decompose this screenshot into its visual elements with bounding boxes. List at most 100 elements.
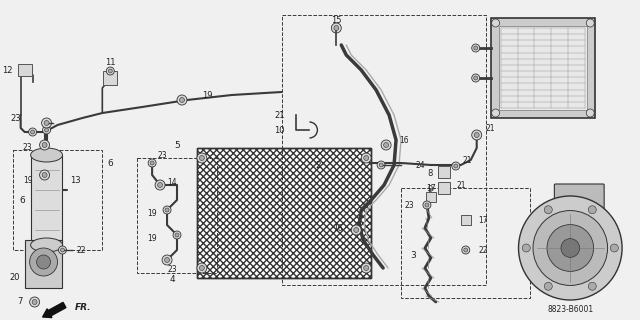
Circle shape <box>354 228 358 233</box>
Text: 6: 6 <box>19 196 25 204</box>
Circle shape <box>474 132 479 138</box>
Circle shape <box>165 208 169 212</box>
Text: 13: 13 <box>70 175 81 185</box>
Text: FR.: FR. <box>74 302 91 311</box>
Circle shape <box>518 196 622 300</box>
Circle shape <box>454 164 458 168</box>
Bar <box>103 71 117 85</box>
Text: 5: 5 <box>174 140 180 149</box>
Circle shape <box>40 170 49 180</box>
Circle shape <box>544 282 552 290</box>
Text: 21: 21 <box>463 156 472 164</box>
Text: 22: 22 <box>76 245 86 254</box>
Circle shape <box>351 225 361 235</box>
Text: 23: 23 <box>23 142 33 151</box>
Bar <box>438 182 450 194</box>
Circle shape <box>547 225 594 271</box>
Bar <box>461 215 471 225</box>
Text: 12: 12 <box>2 66 13 75</box>
Circle shape <box>377 161 385 169</box>
Circle shape <box>464 248 468 252</box>
Text: 10: 10 <box>274 125 285 134</box>
Text: 9: 9 <box>428 185 433 194</box>
Text: 6: 6 <box>108 158 113 167</box>
Circle shape <box>155 180 165 190</box>
Circle shape <box>163 206 171 214</box>
Bar <box>499 26 588 110</box>
Bar <box>282 15 486 285</box>
Text: 22: 22 <box>479 245 488 254</box>
Circle shape <box>474 76 477 80</box>
Circle shape <box>42 142 47 148</box>
Text: 23: 23 <box>167 266 177 275</box>
Circle shape <box>361 153 371 163</box>
Circle shape <box>200 266 204 270</box>
Circle shape <box>45 128 49 132</box>
Text: 21: 21 <box>457 180 467 189</box>
Text: 7: 7 <box>17 298 22 307</box>
Bar <box>438 166 450 178</box>
Circle shape <box>200 156 204 161</box>
Ellipse shape <box>31 238 63 252</box>
Bar <box>426 192 436 202</box>
Circle shape <box>364 156 369 161</box>
Text: 17: 17 <box>426 183 436 193</box>
Text: 19: 19 <box>23 175 33 185</box>
Bar <box>197 148 371 278</box>
Circle shape <box>533 211 607 285</box>
Circle shape <box>162 255 172 265</box>
Circle shape <box>106 67 115 75</box>
Circle shape <box>29 248 58 276</box>
Circle shape <box>164 258 170 262</box>
Circle shape <box>29 128 36 136</box>
Circle shape <box>474 46 477 50</box>
Text: 15: 15 <box>331 15 342 25</box>
Circle shape <box>472 74 480 82</box>
Circle shape <box>588 282 596 290</box>
Text: 16: 16 <box>399 135 409 145</box>
Text: 8823-B6001: 8823-B6001 <box>547 306 593 315</box>
Circle shape <box>31 130 35 134</box>
Text: 1: 1 <box>575 193 581 203</box>
Circle shape <box>361 263 371 273</box>
FancyArrow shape <box>43 302 66 317</box>
Text: 20: 20 <box>9 274 20 283</box>
FancyBboxPatch shape <box>554 184 604 212</box>
Ellipse shape <box>31 148 63 162</box>
Circle shape <box>452 162 460 170</box>
Bar <box>18 64 31 76</box>
Circle shape <box>462 246 470 254</box>
Text: 19: 19 <box>147 209 157 218</box>
Circle shape <box>492 19 500 27</box>
Bar <box>401 188 531 298</box>
Circle shape <box>425 203 429 207</box>
Circle shape <box>36 255 51 269</box>
Circle shape <box>611 244 618 252</box>
Text: 23: 23 <box>404 201 414 210</box>
Circle shape <box>586 109 594 117</box>
Circle shape <box>383 142 388 148</box>
Text: 19: 19 <box>202 91 212 100</box>
Circle shape <box>334 26 339 30</box>
Circle shape <box>157 182 163 188</box>
Text: 17: 17 <box>479 215 488 225</box>
Circle shape <box>58 246 67 254</box>
Circle shape <box>32 300 37 305</box>
Circle shape <box>588 206 596 214</box>
Bar <box>197 148 371 278</box>
Text: 21: 21 <box>274 110 285 119</box>
Circle shape <box>561 239 580 257</box>
Text: 8: 8 <box>428 169 433 178</box>
Bar <box>13 150 102 250</box>
Circle shape <box>61 248 65 252</box>
Circle shape <box>42 118 52 128</box>
Circle shape <box>197 263 207 273</box>
Text: 3: 3 <box>410 251 416 260</box>
Circle shape <box>44 121 49 125</box>
Circle shape <box>381 140 391 150</box>
Circle shape <box>177 95 187 105</box>
Circle shape <box>472 130 482 140</box>
Bar <box>25 240 63 288</box>
Circle shape <box>175 233 179 237</box>
Circle shape <box>43 126 51 134</box>
